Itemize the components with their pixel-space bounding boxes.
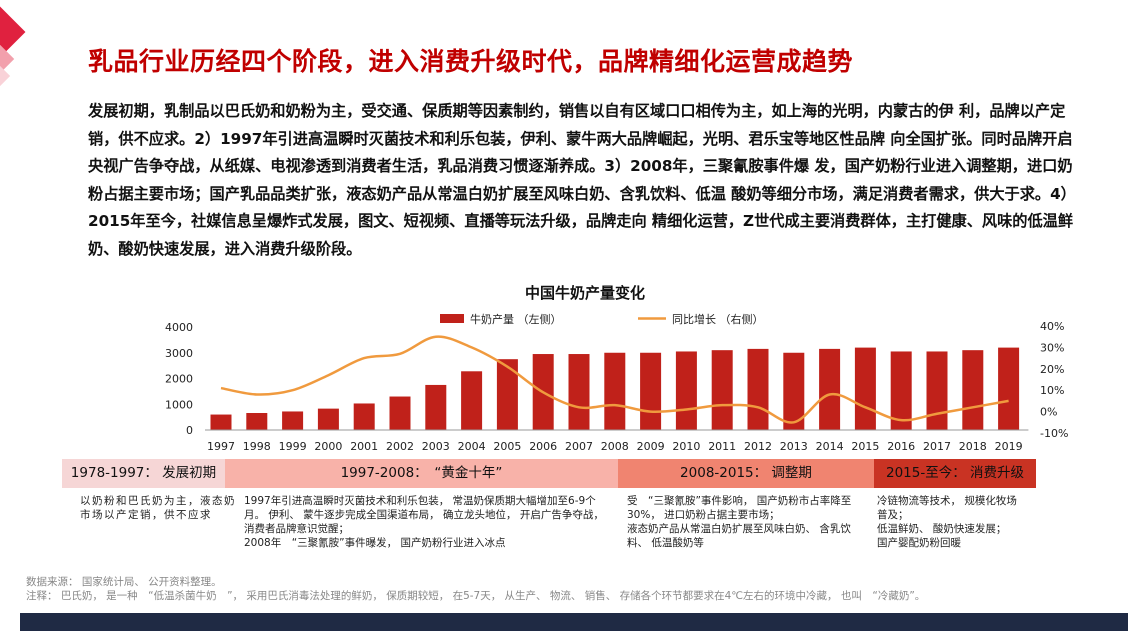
milk-production-chart: 中国牛奶产量变化 牛奶产量 （左侧） 同比增长 （右侧） 1997 1998 199… — [165, 284, 1068, 453]
left-tick-label: 3000 — [165, 347, 193, 360]
page-title: 乳品行业历经四个阶段，进入消费升级时代，品牌精细化运营成趋势 — [88, 47, 854, 76]
x-tick-label: 2008 — [601, 440, 629, 453]
footer-bar — [20, 613, 1128, 631]
bar-2014 — [819, 348, 841, 430]
x-tick-label: 2006 — [529, 440, 557, 453]
bar-2001 — [353, 403, 375, 430]
stage-desc-early: 以奶粉和巴氏奶为主，液态奶市场以产定销，供不应求 — [80, 495, 236, 521]
x-tick-label: 1997 — [207, 440, 235, 453]
bar-2013 — [783, 352, 805, 430]
left-tick-label: 0 — [186, 424, 193, 437]
x-tick-label: 2012 — [744, 440, 772, 453]
left-tick-label: 2000 — [165, 373, 193, 386]
stage-golden-decade: 1997-2008： “黄金十年” — [225, 459, 618, 488]
x-tick-label: 2019 — [995, 440, 1023, 453]
stage-desc-upgrade: 冷链物流等技术， 规模化牧场普及； 低温鲜奶、 酸奶快速发展； 国产婴配奶粉回暖 — [877, 495, 1017, 549]
x-tick-label: 2001 — [350, 440, 378, 453]
x-tick-label: 1998 — [243, 440, 271, 453]
stage-desc-adjustment: 受 “三聚氰胺”事件影响， 国产奶粉市占率降至30%， 进口奶粉占据主要市场； … — [627, 495, 852, 549]
bar-2005 — [496, 359, 518, 430]
x-tick-label: 2010 — [672, 440, 700, 453]
right-tick-label: -10% — [1040, 427, 1068, 440]
intro-paragraph: 发展初期，乳制品以巴氏奶和奶粉为主，受交通、保质期等因素制约，销售以自有区域口口… — [88, 102, 1076, 258]
bar-2010 — [675, 351, 697, 430]
bar-2008 — [604, 352, 626, 430]
bar-2009 — [640, 352, 662, 430]
bar-1997 — [210, 414, 232, 430]
x-tick-label: 2007 — [565, 440, 593, 453]
right-tick-label: 40% — [1040, 320, 1064, 333]
bar-2012 — [747, 348, 769, 430]
right-tick-label: 0% — [1040, 406, 1057, 419]
legend-bar-label: 牛奶产量 （左侧） — [470, 312, 562, 326]
bar-2018 — [962, 350, 984, 430]
x-tick-label: 2017 — [923, 440, 951, 453]
source-notes: 数据来源： 国家统计局、 公开资料整理。 注释： 巴氏奶， 是一种 “低温杀菌牛… — [26, 575, 925, 603]
left-tick-label: 4000 — [165, 321, 193, 334]
legend-bar-swatch — [440, 314, 464, 323]
x-tick-label: 2009 — [637, 440, 665, 453]
x-tick-label: 2000 — [314, 440, 342, 453]
left-tick-label: 1000 — [165, 398, 193, 411]
bar-2004 — [461, 371, 483, 430]
stage-adjustment: 2008-2015： 调整期 — [618, 459, 874, 488]
x-tick-label: 2005 — [493, 440, 521, 453]
data-source: 数据来源： 国家统计局、 公开资料整理。 — [26, 576, 222, 588]
x-tick-label: 2011 — [708, 440, 736, 453]
chart-title: 中国牛奶产量变化 — [525, 284, 645, 302]
bar-2000 — [317, 408, 339, 430]
bar-1998 — [246, 413, 268, 430]
chart-legend: 牛奶产量 （左侧） 同比增长 （右侧） — [440, 312, 764, 326]
right-tick-label: 10% — [1040, 384, 1064, 397]
bar-2019 — [998, 347, 1020, 430]
stage-early: 1978-1997： 发展初期 — [62, 459, 225, 488]
right-tick-label: 20% — [1040, 363, 1064, 376]
x-tick-label: 2016 — [887, 440, 915, 453]
stage-upgrade: 2015-至今： 消费升级 — [874, 459, 1036, 488]
footnote: 注释： 巴氏奶， 是一种 “低温杀菌牛奶 ”， 采用巴氏消毒法处理的鲜奶， 保质… — [26, 590, 926, 602]
bar-2007 — [568, 354, 590, 430]
x-tick-label: 2002 — [386, 440, 414, 453]
right-tick-label: 30% — [1040, 341, 1064, 354]
bar-2011 — [711, 350, 733, 430]
bar-2003 — [425, 384, 447, 430]
bar-2016 — [890, 351, 912, 430]
x-tick-label: 1999 — [279, 440, 307, 453]
x-tick-label: 2004 — [458, 440, 486, 453]
x-tick-label: 2018 — [959, 440, 987, 453]
x-tick-label: 2003 — [422, 440, 450, 453]
bar-1999 — [282, 411, 304, 430]
x-tick-label: 2014 — [816, 440, 844, 453]
bar-2017 — [926, 351, 948, 430]
stage-desc-golden: 1997年引进高温瞬时灭菌技术和利乐包装， 常温奶保质期大幅增加至6-9个月。 … — [244, 495, 604, 549]
bar-2002 — [389, 396, 411, 430]
growth-line — [220, 335, 1009, 424]
legend-line-label: 同比增长 （右侧） — [672, 312, 764, 326]
x-tick-label: 2015 — [851, 440, 879, 453]
stage-band: 1978-1997： 发展初期 1997-2008： “黄金十年” 2008-2… — [62, 459, 1036, 488]
bar-2015 — [854, 347, 876, 430]
x-tick-label: 2013 — [780, 440, 808, 453]
